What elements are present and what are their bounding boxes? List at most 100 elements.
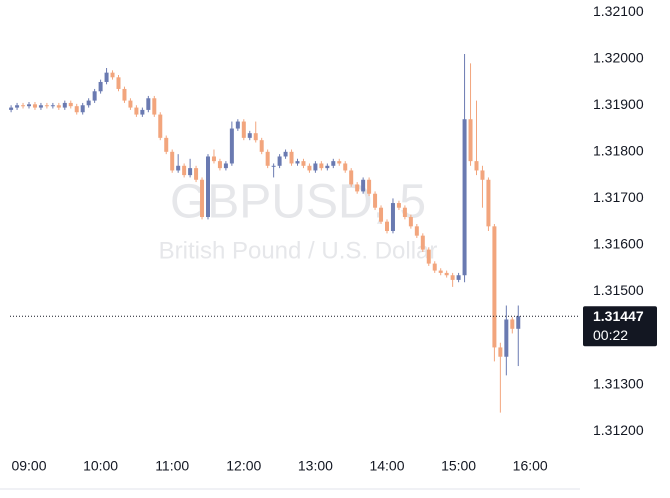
candle-body bbox=[211, 156, 216, 162]
candle-body bbox=[217, 161, 222, 169]
x-tick-label: 09:00 bbox=[11, 458, 46, 474]
y-tick-label: 1.31600 bbox=[593, 236, 644, 252]
candle-body bbox=[188, 168, 193, 176]
candle-body bbox=[86, 100, 91, 106]
y-tick-label: 1.31200 bbox=[593, 422, 644, 438]
y-tick-label: 1.32100 bbox=[593, 3, 644, 19]
candle-body bbox=[492, 226, 497, 348]
candle-body bbox=[271, 165, 276, 167]
candle-body bbox=[74, 106, 79, 113]
candle-body bbox=[80, 105, 85, 113]
candle-body bbox=[289, 151, 294, 164]
x-tick-label: 15:00 bbox=[441, 458, 476, 474]
candle-body bbox=[307, 165, 312, 171]
candle-body bbox=[468, 119, 473, 162]
candle-body bbox=[182, 165, 187, 176]
candle-body bbox=[295, 161, 300, 164]
candle-body bbox=[62, 102, 67, 108]
candle-body bbox=[176, 165, 181, 171]
candle-body bbox=[426, 249, 431, 264]
y-tick-label: 1.32000 bbox=[593, 49, 644, 65]
candle-body bbox=[152, 98, 157, 115]
candle-body bbox=[170, 151, 175, 171]
candle-body bbox=[355, 184, 360, 192]
x-tick-label: 16:00 bbox=[513, 458, 548, 474]
candle-body bbox=[104, 72, 109, 82]
candle-body bbox=[38, 105, 43, 108]
countdown: 00:22 bbox=[593, 327, 628, 343]
candle-body bbox=[438, 270, 443, 273]
candle-body bbox=[486, 179, 491, 227]
x-tick-label: 13:00 bbox=[298, 458, 333, 474]
candle-body bbox=[402, 207, 407, 218]
candle-body bbox=[432, 263, 437, 271]
candle-body bbox=[9, 107, 14, 110]
watermark: GBPUSD, 5 bbox=[170, 176, 426, 229]
candle-body bbox=[50, 105, 55, 107]
x-tick-label: 12:00 bbox=[226, 458, 261, 474]
candle-body bbox=[480, 170, 485, 180]
candle-body bbox=[331, 161, 336, 166]
y-tick-label: 1.31900 bbox=[593, 96, 644, 112]
x-tick-label: 14:00 bbox=[369, 458, 404, 474]
candle-body bbox=[247, 133, 252, 138]
candle-body bbox=[194, 168, 199, 180]
candle-body bbox=[56, 105, 61, 108]
candle-body bbox=[474, 161, 479, 171]
candle-body bbox=[265, 151, 270, 166]
candle-body bbox=[229, 128, 234, 164]
candle-body bbox=[516, 316, 521, 329]
candle-body bbox=[504, 319, 509, 357]
candle-body bbox=[456, 275, 461, 280]
candle-body bbox=[223, 163, 228, 169]
candle-body bbox=[385, 221, 389, 231]
candle-body bbox=[367, 179, 372, 194]
price-label-box bbox=[583, 306, 657, 347]
candle-body bbox=[462, 119, 467, 276]
y-tick-label: 1.31800 bbox=[593, 143, 644, 159]
x-tick-label: 10:00 bbox=[83, 458, 118, 474]
candle-body bbox=[27, 104, 31, 107]
candle-body bbox=[32, 104, 37, 108]
candle-body bbox=[420, 235, 425, 250]
candle-body bbox=[259, 140, 264, 152]
candle-body bbox=[134, 107, 139, 115]
candle-body bbox=[301, 161, 306, 166]
candle-body bbox=[158, 114, 163, 138]
candle-body bbox=[253, 133, 258, 141]
candle-body bbox=[337, 161, 342, 164]
candle-body bbox=[277, 156, 282, 166]
candle-body bbox=[313, 163, 318, 171]
candle-body bbox=[444, 272, 449, 276]
candle-body bbox=[396, 203, 401, 208]
candle-body bbox=[122, 88, 127, 101]
candle-body bbox=[146, 98, 151, 110]
y-tick-label: 1.31500 bbox=[593, 282, 644, 298]
candle-body bbox=[373, 193, 378, 208]
candle-body bbox=[349, 170, 354, 185]
candle-body bbox=[116, 77, 121, 89]
candle-body bbox=[510, 319, 515, 329]
candle-body bbox=[44, 105, 49, 107]
candle-body bbox=[498, 347, 503, 357]
candle-body bbox=[319, 163, 324, 169]
candle-body bbox=[283, 151, 288, 157]
candle-body bbox=[164, 137, 169, 152]
x-tick-label: 11:00 bbox=[155, 458, 189, 474]
candle-body bbox=[241, 121, 246, 138]
y-tick-label: 1.31700 bbox=[593, 189, 644, 205]
candle-body bbox=[450, 275, 455, 280]
y-tick-label: 1.31300 bbox=[593, 375, 644, 391]
candle-body bbox=[128, 100, 133, 108]
candle-body bbox=[414, 226, 419, 236]
candle-body bbox=[92, 91, 97, 101]
candle-body bbox=[15, 105, 20, 108]
candle-body bbox=[361, 179, 366, 192]
candle-body bbox=[110, 72, 115, 78]
candle-body bbox=[343, 163, 348, 171]
candle-body bbox=[68, 102, 73, 107]
last-price-label: 1.31447 bbox=[593, 308, 644, 324]
candle-body bbox=[98, 81, 103, 92]
candle-body bbox=[140, 109, 145, 115]
